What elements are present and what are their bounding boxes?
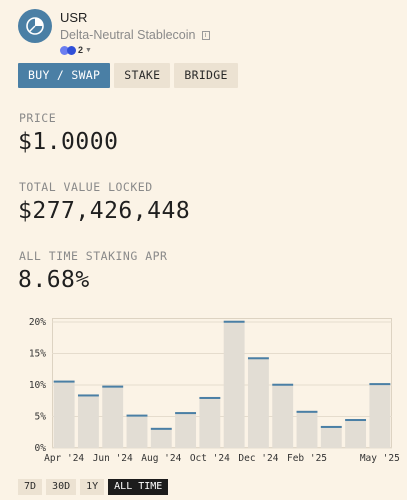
tab-stake[interactable]: STAKE bbox=[114, 63, 171, 88]
apr-chart-frame bbox=[52, 318, 392, 448]
tab-bridge[interactable]: BRIDGE bbox=[174, 63, 238, 88]
y-tick-label: 0% bbox=[35, 443, 47, 454]
ethereum-chain-icon bbox=[60, 45, 69, 55]
chain-selector[interactable]: 2 ▼ bbox=[60, 45, 210, 55]
x-tick-label: Oct '24 bbox=[190, 453, 230, 464]
range-30d-button[interactable]: 30D bbox=[46, 479, 77, 495]
y-tick-label: 10% bbox=[29, 380, 46, 391]
x-tick-label: Dec '24 bbox=[238, 453, 278, 464]
x-tick-label: Aug '24 bbox=[141, 453, 181, 464]
chevron-down-icon: ▼ bbox=[85, 46, 92, 54]
x-tick-label: Feb '25 bbox=[287, 453, 327, 464]
base-chain-icon bbox=[67, 45, 76, 55]
range-7d-button[interactable]: 7D bbox=[18, 479, 43, 495]
price-value: $1.0000 bbox=[18, 129, 119, 155]
token-subtitle: Delta-Neutral Stablecoin bbox=[60, 28, 196, 42]
range-1y-button[interactable]: 1Y bbox=[80, 479, 105, 495]
tvl-value: $277,426,448 bbox=[18, 198, 191, 224]
y-tick-label: 20% bbox=[29, 317, 46, 328]
token-logo-icon bbox=[18, 9, 52, 43]
x-tick-label: Jun '24 bbox=[93, 453, 133, 464]
token-name: USR bbox=[60, 10, 88, 25]
range-all-time-button[interactable]: ALL TIME bbox=[108, 479, 169, 495]
time-range-selector: 7D 30D 1Y ALL TIME bbox=[18, 479, 169, 495]
tab-buy-swap[interactable]: BUY / SWAP bbox=[18, 63, 111, 88]
token-header: USR Delta-Neutral Stablecoin i 2 ▼ bbox=[18, 9, 210, 55]
chain-count: 2 bbox=[78, 45, 84, 55]
x-tick-label: Apr '24 bbox=[44, 453, 84, 464]
apr-value: 8.68% bbox=[18, 267, 90, 293]
y-tick-label: 15% bbox=[29, 349, 46, 360]
info-icon[interactable]: i bbox=[201, 30, 210, 40]
y-tick-label: 5% bbox=[35, 412, 47, 423]
price-label: PRICE bbox=[19, 111, 57, 125]
tvl-label: TOTAL VALUE LOCKED bbox=[19, 180, 153, 194]
action-tabs: BUY / SWAP STAKE BRIDGE bbox=[18, 63, 238, 88]
x-tick-label: May '25 bbox=[360, 453, 400, 464]
apr-label: ALL TIME STAKING APR bbox=[19, 249, 168, 263]
